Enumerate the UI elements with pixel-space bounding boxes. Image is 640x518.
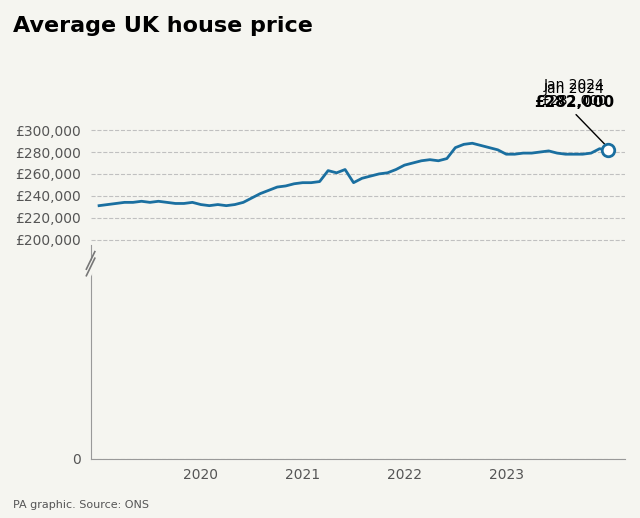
Text: £282,000: £282,000 [534,95,614,110]
Text: Jan 2024
£282,000: Jan 2024 £282,000 [541,78,607,108]
Text: PA graphic. Source: ONS: PA graphic. Source: ONS [13,500,149,510]
Text: Average UK house price: Average UK house price [13,16,313,36]
Text: Jan 2024: Jan 2024 [544,82,604,96]
